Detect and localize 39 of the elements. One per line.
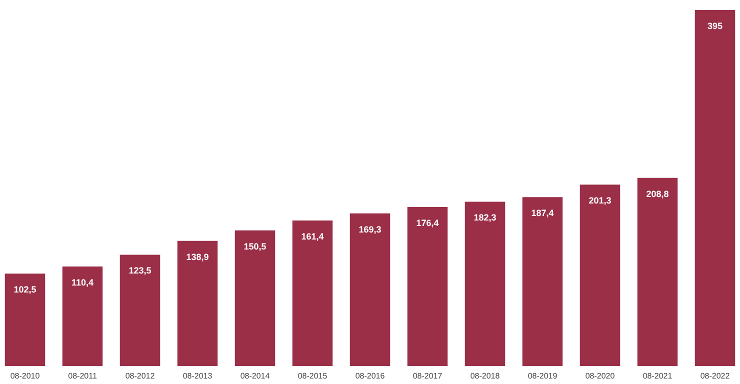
x-tick-label: 08-2010 — [10, 372, 40, 380]
x-tick-label: 08-2021 — [642, 372, 673, 380]
x-tick-label: 08-2016 — [355, 372, 386, 380]
bar — [177, 240, 218, 366]
x-tick-label: 08-2015 — [298, 372, 328, 380]
bar — [350, 213, 390, 366]
data-label: 102,5 — [14, 284, 36, 295]
data-label: 169,3 — [358, 224, 382, 234]
data-label: 176,4 — [416, 218, 439, 228]
data-label: 182,3 — [474, 212, 496, 223]
x-tick-label: 08-2017 — [412, 372, 443, 380]
data-label: 150,5 — [244, 241, 266, 252]
x-tick-label: 08-2011 — [68, 372, 98, 380]
data-label: 201,3 — [588, 196, 612, 206]
x-tick-label: 08-2013 — [182, 372, 213, 380]
data-label: 161,4 — [301, 232, 324, 242]
x-tick-label: 08-2022 — [700, 372, 730, 380]
bar — [522, 197, 563, 366]
x-tick-label: 08-2019 — [528, 372, 558, 380]
x-tick-label: 08-2012 — [125, 372, 156, 380]
bar — [637, 178, 678, 366]
data-label: 187,4 — [531, 208, 554, 218]
x-tick-label: 08-2020 — [585, 372, 616, 380]
data-label: 123,5 — [128, 266, 152, 276]
bar — [4, 274, 46, 366]
bar — [292, 220, 333, 366]
bar — [580, 184, 620, 366]
bar — [234, 230, 276, 366]
bar — [407, 207, 448, 366]
data-label: 110,4 — [71, 278, 94, 288]
data-label: 138,9 — [186, 252, 209, 262]
bar — [62, 266, 103, 366]
bar — [464, 202, 506, 366]
data-label: 208,8 — [646, 188, 669, 199]
bar — [120, 254, 160, 366]
x-tick-label: 08-2018 — [470, 372, 500, 380]
bar — [694, 10, 736, 366]
data-label: 395 — [707, 21, 723, 31]
x-tick-label: 08-2014 — [240, 372, 270, 380]
